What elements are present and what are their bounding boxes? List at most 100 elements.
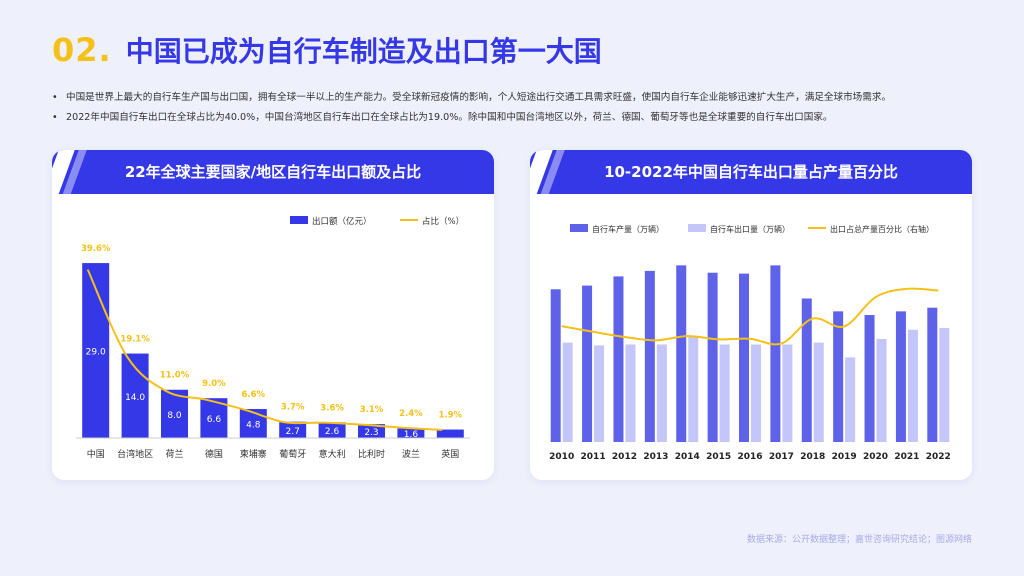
x-tick-label: 意大利 bbox=[319, 448, 346, 460]
bar-value-label: 14.0 bbox=[125, 393, 145, 403]
bar-export bbox=[845, 357, 856, 442]
section-number: 02. bbox=[52, 31, 112, 69]
bar bbox=[358, 424, 385, 438]
bullet-dot-icon: • bbox=[52, 112, 58, 123]
bar-value-label: 2.3 bbox=[364, 428, 378, 438]
bar-production bbox=[707, 272, 718, 442]
bullet-item: • 中国是世界上最大的自行车生产国与出口国，拥有全球一半以上的生产能力。受全球新… bbox=[52, 88, 1012, 108]
x-tick-label: 2019 bbox=[832, 452, 857, 462]
bar bbox=[82, 263, 110, 438]
percent-line bbox=[561, 287, 939, 346]
bar-export bbox=[625, 344, 636, 442]
bar-production bbox=[770, 265, 781, 442]
legend-label: 自行车出口量（万辆） bbox=[710, 224, 790, 234]
share-value-label: 1.9% bbox=[439, 411, 463, 421]
bar-production bbox=[644, 270, 655, 442]
bar-export bbox=[782, 344, 793, 442]
bar bbox=[318, 422, 346, 438]
card-header: 10-2022年中国自行车出口量占产量百分比 bbox=[530, 150, 972, 194]
bar bbox=[279, 421, 307, 438]
x-tick-label: 2014 bbox=[675, 452, 700, 462]
share-line bbox=[86, 269, 443, 431]
x-tick-label: 荷兰 bbox=[165, 448, 183, 460]
legend-swatch-bar bbox=[570, 224, 588, 232]
x-tick-label: 2021 bbox=[894, 452, 919, 462]
export-value-chart: 出口额（亿元） 占比（%） 29.0 中国 14.0 台湾地区 8.0 荷兰 6.6 德国 4.8 柬… bbox=[76, 216, 470, 460]
bar-export bbox=[751, 344, 761, 442]
bar-production bbox=[613, 276, 624, 442]
bar-production bbox=[739, 273, 749, 442]
bar bbox=[397, 428, 425, 438]
chart-title: 10-2022年中国自行车出口量占产量百分比 bbox=[604, 163, 898, 181]
x-tick-label: 波兰 bbox=[402, 448, 420, 460]
x-tick-label: 2017 bbox=[769, 452, 794, 462]
share-value-label: 19.1% bbox=[120, 335, 150, 345]
bar-export bbox=[939, 327, 950, 442]
bar-production bbox=[895, 311, 906, 442]
share-value-label: 9.0% bbox=[202, 379, 226, 389]
share-value-label: 6.6% bbox=[242, 390, 266, 400]
bar-production bbox=[550, 289, 561, 442]
legend-label: 出口额（亿元） bbox=[312, 216, 372, 227]
bullet-text: 2022年中国自行车出口在全球占比为40.0%，中国台湾地区自行车出口在全球占比… bbox=[66, 112, 833, 123]
bar-production bbox=[582, 285, 593, 442]
page-header: 02. 中国已成为自行车制造及出口第一大国 bbox=[52, 30, 602, 70]
legend-label: 占比（%） bbox=[422, 216, 464, 227]
x-tick-label: 英国 bbox=[441, 448, 459, 460]
bar-production bbox=[801, 298, 812, 442]
bullet-list: • 中国是世界上最大的自行车生产国与出口国，拥有全球一半以上的生产能力。受全球新… bbox=[52, 88, 1012, 128]
share-value-label: 39.6% bbox=[81, 244, 111, 254]
bar-value-label: 2.7 bbox=[286, 427, 300, 437]
bar-production bbox=[833, 311, 844, 442]
export-ratio-card: 10-2022年中国自行车出口量占产量百分比 自行车产量（万辆） 自行车出口量（万… bbox=[530, 150, 972, 480]
x-tick-label: 德国 bbox=[205, 448, 223, 460]
card-header: 22年全球主要国家/地区自行车出口额及占比 bbox=[52, 150, 494, 194]
share-value-label: 2.4% bbox=[399, 409, 423, 419]
x-tick-label: 2011 bbox=[581, 452, 606, 462]
bar bbox=[161, 389, 188, 438]
x-tick-label: 2013 bbox=[643, 452, 668, 462]
bar-value-label: 29.0 bbox=[86, 348, 106, 358]
x-tick-label: 台湾地区 bbox=[117, 448, 153, 460]
x-tick-label: 柬埔寨 bbox=[240, 448, 267, 460]
bar-value-label: 4.8 bbox=[246, 421, 261, 431]
page-title: 中国已成为自行车制造及出口第一大国 bbox=[125, 35, 602, 68]
bar-export bbox=[813, 342, 824, 442]
export-value-card: 22年全球主要国家/地区自行车出口额及占比 出口额（亿元） 占比（%） 29.0 中国… bbox=[52, 150, 494, 480]
x-tick-label: 2016 bbox=[737, 452, 762, 462]
bullet-dot-icon: • bbox=[52, 92, 58, 103]
x-tick-label: 葡萄牙 bbox=[279, 448, 306, 460]
legend-label: 出口占总产量百分比（右轴） bbox=[830, 224, 934, 234]
share-value-label: 3.6% bbox=[320, 403, 344, 413]
bar-export bbox=[562, 342, 573, 442]
bar-value-label: 1.6 bbox=[404, 430, 419, 440]
bar-value-label: 8.0 bbox=[167, 411, 182, 421]
bar-production bbox=[864, 315, 875, 442]
x-tick-label: 2020 bbox=[863, 452, 888, 462]
bar-production bbox=[927, 307, 938, 442]
bar-export bbox=[719, 344, 730, 442]
bar-export bbox=[907, 329, 918, 442]
chart-title: 22年全球主要国家/地区自行车出口额及占比 bbox=[124, 163, 422, 181]
bar-export bbox=[656, 344, 667, 442]
bar-export bbox=[594, 345, 605, 442]
x-tick-label: 2015 bbox=[706, 452, 731, 462]
bullet-text: 中国是世界上最大的自行车生产国与出口国，拥有全球一半以上的生产能力。受全球新冠疫… bbox=[66, 92, 892, 103]
x-tick-label: 2022 bbox=[926, 452, 951, 462]
source-note: 数据来源：公开数据整理；嘉世咨询研究结论；图源网络 bbox=[746, 535, 972, 545]
x-tick-label: 2012 bbox=[612, 452, 637, 462]
legend-label: 自行车产量（万辆） bbox=[592, 224, 664, 234]
bar-value-label: 6.6 bbox=[207, 415, 222, 425]
bar-export bbox=[876, 338, 887, 442]
share-value-label: 3.7% bbox=[281, 403, 305, 413]
bar-value-label: 2.6 bbox=[325, 427, 340, 437]
x-tick-label: 2010 bbox=[549, 452, 574, 462]
legend-swatch-bar bbox=[688, 224, 706, 232]
export-ratio-chart: 自行车产量（万辆） 自行车出口量（万辆） 出口占总产量百分比（右轴） 2010 2011… bbox=[549, 224, 951, 462]
bar-production bbox=[676, 265, 687, 442]
x-tick-label: 比利时 bbox=[358, 448, 385, 460]
share-value-label: 11.0% bbox=[160, 371, 190, 381]
legend-swatch-bar bbox=[290, 216, 308, 224]
bar bbox=[239, 409, 267, 438]
bar bbox=[436, 429, 464, 438]
